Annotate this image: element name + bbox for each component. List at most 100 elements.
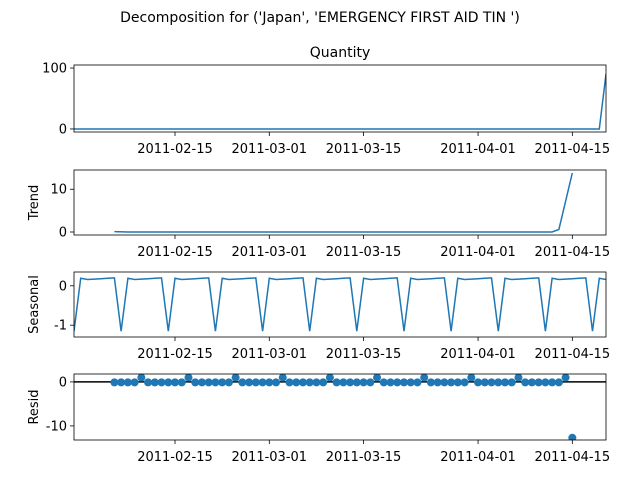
x-tick-label: 2011-04-01 — [440, 245, 516, 260]
x-tick-label: 2011-03-01 — [232, 245, 308, 260]
resid-point — [346, 378, 355, 387]
trend-series-line — [114, 172, 574, 233]
resid-point — [433, 378, 442, 387]
y-tick-label: 0 — [59, 375, 67, 390]
resid-point — [272, 378, 281, 387]
resid-point — [548, 378, 557, 387]
resid-point — [137, 374, 146, 382]
resid-point — [393, 378, 402, 387]
resid-point — [157, 378, 166, 387]
resid-point — [460, 378, 469, 387]
resid-point — [480, 378, 489, 387]
x-tick-label: 2011-04-15 — [535, 245, 611, 260]
resid-point — [467, 374, 476, 382]
x-tick-label: 2011-03-15 — [326, 245, 402, 260]
resid-point — [406, 378, 415, 387]
resid-point — [123, 378, 132, 387]
x-tick-label: 2011-02-15 — [137, 347, 213, 362]
resid-point — [440, 378, 449, 387]
resid-point — [191, 378, 200, 387]
resid-point — [211, 378, 220, 387]
resid-point — [231, 374, 240, 382]
resid-point — [561, 374, 570, 382]
y-axis-label-resid: Resid — [27, 389, 42, 424]
resid-point — [541, 378, 550, 387]
resid-point — [332, 378, 341, 387]
resid-point — [413, 378, 422, 387]
axes-frame-observed — [73, 64, 607, 133]
resid-point — [494, 378, 503, 387]
resid-point — [238, 378, 247, 387]
plot-area-seasonal — [74, 277, 606, 332]
observed-series-line — [74, 74, 606, 130]
panel-title-observed: Quantity — [310, 45, 371, 61]
resid-point — [534, 378, 543, 387]
y-tick-label: 0 — [59, 226, 67, 241]
resid-point — [150, 378, 159, 387]
y-tick-label: -1 — [54, 319, 67, 334]
resid-point — [305, 378, 314, 387]
resid-point — [224, 378, 233, 387]
x-tick-label: 2011-02-15 — [137, 450, 213, 465]
resid-point — [359, 378, 368, 387]
x-tick-label: 2011-02-15 — [137, 142, 213, 157]
resid-point — [399, 378, 408, 387]
panel-seasonal: 0 -1 2011-02-15 2011-03-01 2011-03-15 2011-04… — [27, 271, 611, 362]
x-tick-label: 2011-03-01 — [232, 142, 308, 157]
resid-point — [319, 378, 328, 387]
resid-point — [251, 378, 260, 387]
resid-point — [527, 378, 536, 387]
x-tick-label: 2011-04-15 — [535, 347, 611, 362]
resid-point — [474, 378, 483, 387]
y-axis-label-seasonal: Seasonal — [27, 275, 42, 334]
x-tick-label: 2011-03-15 — [326, 142, 402, 157]
resid-point-outlier — [568, 433, 577, 440]
resid-point — [379, 378, 388, 387]
resid-point — [278, 374, 287, 382]
resid-point — [426, 378, 435, 387]
x-tick-label: 2011-03-01 — [232, 347, 308, 362]
x-tick-label: 2011-02-15 — [137, 245, 213, 260]
resid-point — [177, 378, 186, 387]
x-tick-label: 2011-03-15 — [326, 450, 402, 465]
x-tick-label: 2011-03-15 — [326, 347, 402, 362]
resid-point — [507, 378, 516, 387]
x-tick-label: 2011-04-01 — [440, 142, 516, 157]
resid-point — [447, 378, 456, 387]
resid-point — [285, 378, 294, 387]
resid-point — [554, 378, 563, 387]
x-tick-label: 2011-04-01 — [440, 347, 516, 362]
resid-point — [258, 378, 267, 387]
resid-point — [312, 378, 321, 387]
resid-point — [110, 378, 119, 387]
axes-frame-seasonal — [73, 271, 607, 338]
x-tick-label: 2011-04-01 — [440, 450, 516, 465]
resid-point — [130, 378, 139, 387]
resid-point — [298, 378, 307, 387]
resid-point — [386, 378, 395, 387]
resid-point — [339, 378, 348, 387]
resid-point — [366, 378, 375, 387]
panel-trend: 0 10 2011-02-15 2011-03-01 2011-03-15 2011-04… — [27, 169, 611, 260]
resid-point — [184, 374, 193, 382]
y-tick-label: 0 — [59, 122, 67, 137]
y-tick-label: 0 — [59, 279, 67, 294]
resid-point — [117, 378, 126, 387]
plot-area-observed — [74, 74, 606, 130]
plot-area-resid — [74, 374, 606, 440]
y-tick-label: 10 — [50, 183, 67, 198]
resid-point — [521, 378, 530, 387]
resid-point — [204, 378, 213, 387]
resid-point — [420, 374, 429, 382]
resid-point — [265, 378, 274, 387]
figure-suptitle: Decomposition for ('Japan', 'EMERGENCY F… — [120, 10, 520, 26]
y-tick-label: -10 — [46, 419, 67, 434]
resid-point — [453, 378, 462, 387]
x-tick-label: 2011-04-15 — [535, 142, 611, 157]
plot-area-trend — [114, 172, 574, 233]
x-tick-label: 2011-03-01 — [232, 450, 308, 465]
resid-point — [325, 374, 334, 382]
x-tick-label: 2011-04-15 — [535, 450, 611, 465]
resid-point — [218, 378, 227, 387]
